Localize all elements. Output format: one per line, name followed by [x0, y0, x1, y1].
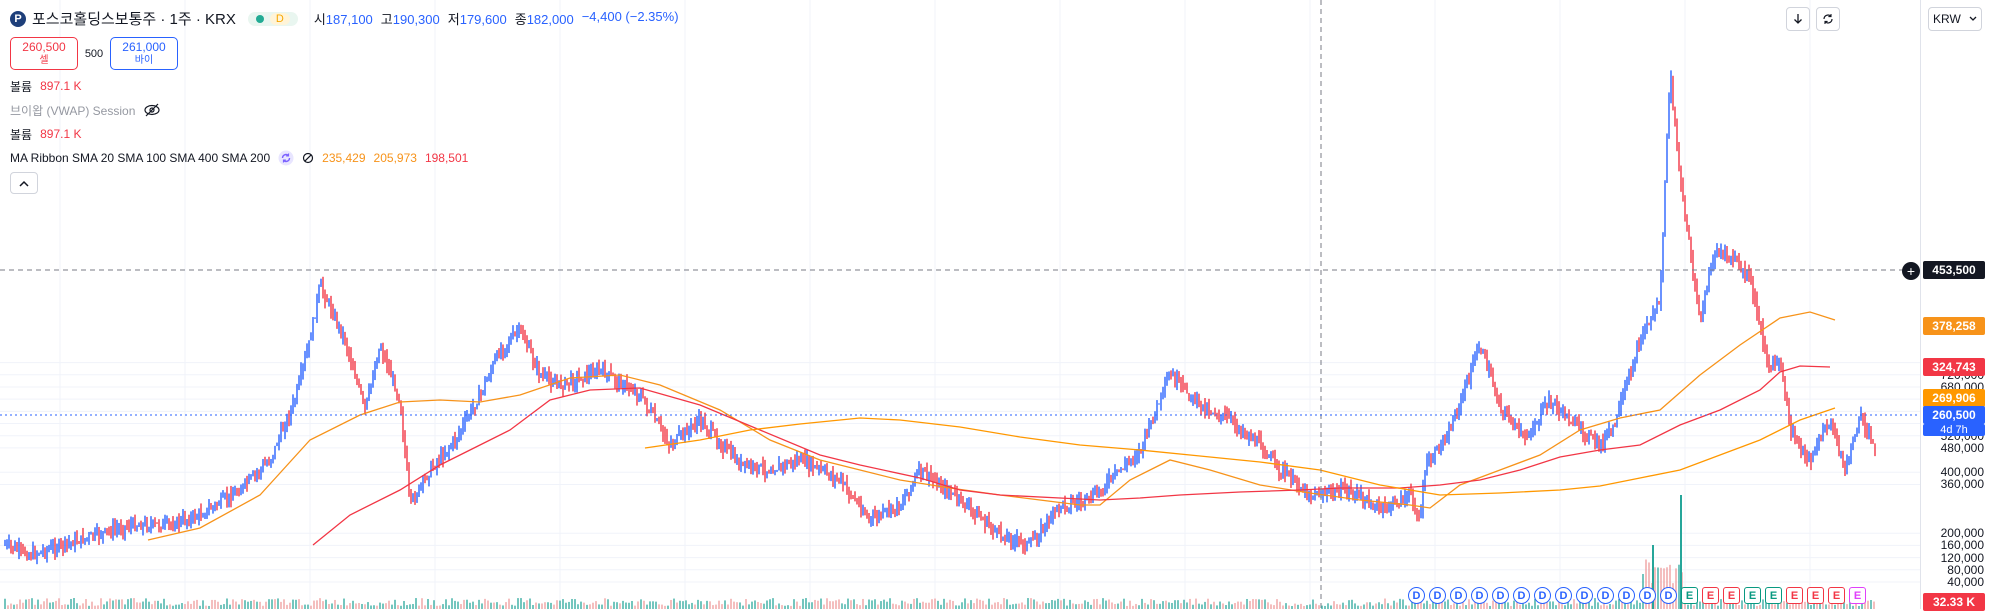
sell-price: 260,500: [22, 39, 66, 54]
price-tick: 80,000: [1947, 562, 1984, 577]
indicator-ma-ribbon[interactable]: MA Ribbon SMA 20 SMA 100 SMA 400 SMA 200…: [10, 150, 679, 166]
price-tag: 378,258: [1923, 317, 1985, 335]
dividend-marker[interactable]: D: [1534, 587, 1551, 604]
low-value: 179,600: [459, 12, 507, 27]
sell-button[interactable]: 260,500 셀: [10, 37, 78, 70]
symbol-row: P 포스코홀딩스보통주 · 1주 · KRX D 시187,100 고190,3…: [10, 8, 679, 29]
price-tick: 120,000: [1940, 550, 1984, 565]
symbol-logo[interactable]: P: [10, 10, 26, 27]
dividend-marker[interactable]: D: [1555, 587, 1572, 604]
price-tick: 480,000: [1940, 440, 1984, 455]
currency-label: KRW: [1933, 12, 1961, 26]
ma-label: MA Ribbon SMA 20 SMA 100 SMA 400 SMA 200: [10, 151, 271, 165]
symbol-title[interactable]: 포스코홀딩스보통주 · 1주 · KRX: [32, 11, 236, 28]
chevron-down-icon: [1969, 16, 1977, 21]
disabled-icon[interactable]: [302, 152, 314, 164]
ma-value-3: 198,501: [424, 151, 469, 165]
price-tag: 32.33 K: [1923, 593, 1985, 611]
interval-badge: D: [269, 12, 290, 25]
chart-pane[interactable]: P 포스코홀딩스보통주 · 1주 · KRX D 시187,100 고190,3…: [0, 0, 1920, 609]
hidden-eye-icon[interactable]: [143, 103, 161, 117]
dividend-marker[interactable]: D: [1660, 587, 1677, 604]
change-value: −4,400 (−2.35%): [581, 9, 679, 24]
earnings-marker[interactable]: E: [1765, 587, 1782, 604]
currency-select[interactable]: KRW: [1928, 7, 1982, 31]
chart-toolbar: [1786, 7, 1840, 31]
price-tag: 324,743: [1923, 358, 1985, 376]
refresh-icon[interactable]: [278, 150, 294, 166]
high-key: 고: [380, 12, 393, 27]
ma-value-1: 235,429: [322, 151, 366, 165]
earnings-marker[interactable]: E: [1849, 587, 1866, 604]
arrow-down-icon: [1794, 14, 1802, 24]
high-value: 190,300: [392, 12, 440, 27]
price-tag: 4d 7h: [1923, 424, 1985, 436]
dividend-marker[interactable]: D: [1618, 587, 1635, 604]
collapse-legend-button[interactable]: [10, 172, 38, 194]
price-tick: 360,000: [1940, 477, 1984, 492]
dividend-marker[interactable]: D: [1597, 587, 1614, 604]
dividend-marker[interactable]: D: [1639, 587, 1656, 604]
vwap-label: 브이왑 (VWAP) Session: [10, 103, 136, 118]
dividend-marker[interactable]: D: [1408, 587, 1425, 604]
chevron-up-icon: [19, 180, 29, 187]
volume-label: 볼륨: [10, 79, 33, 94]
low-key: 저: [447, 12, 460, 27]
ohlc-values: 시187,100 고190,300 저179,600 종182,000 −4,4…: [314, 9, 679, 28]
close-key: 종: [514, 12, 527, 27]
indicator-volume-2[interactable]: 볼륨 897.1 K: [10, 126, 679, 142]
reset-chart-button[interactable]: [1816, 7, 1840, 31]
earnings-marker[interactable]: E: [1723, 587, 1740, 604]
market-open-icon: [255, 14, 264, 23]
buy-button[interactable]: 261,000 바이: [110, 37, 178, 70]
trade-row: 260,500 셀 500 261,000 바이: [10, 37, 679, 70]
open-key: 시: [313, 12, 326, 27]
ma-value-2: 205,973: [373, 151, 417, 165]
earnings-marker[interactable]: E: [1702, 587, 1719, 604]
dividend-marker[interactable]: D: [1429, 587, 1446, 604]
dividend-marker[interactable]: D: [1492, 587, 1509, 604]
dividend-marker[interactable]: D: [1450, 587, 1467, 604]
price-tick: 400,000: [1940, 465, 1984, 480]
earnings-marker[interactable]: E: [1744, 587, 1761, 604]
earnings-marker[interactable]: E: [1828, 587, 1845, 604]
sma-20-line: [147, 311, 1836, 541]
price-tag: 269,906: [1923, 389, 1985, 407]
dividend-marker[interactable]: D: [1576, 587, 1593, 604]
buy-label: 바이: [134, 54, 154, 66]
volume-value: 897.1 K: [40, 79, 82, 93]
price-chart[interactable]: [0, 0, 1920, 609]
price-tick: 40,000: [1947, 575, 1984, 589]
open-value: 187,100: [325, 12, 373, 27]
scroll-down-button[interactable]: [1786, 7, 1810, 31]
market-status[interactable]: D: [247, 11, 298, 26]
spread-value: 500: [84, 47, 104, 60]
price-tag: 260,500: [1923, 406, 1985, 424]
dividend-marker[interactable]: D: [1471, 587, 1488, 604]
sma-100-line: [312, 365, 1831, 546]
sell-label: 셀: [39, 54, 49, 66]
price-tick: 160,000: [1940, 538, 1984, 553]
volume2-label: 볼륨: [10, 127, 33, 142]
earnings-marker[interactable]: E: [1681, 587, 1698, 604]
indicator-volume[interactable]: 볼륨 897.1 K: [10, 78, 679, 94]
volume2-value: 897.1 K: [40, 127, 82, 141]
reset-icon: [1823, 14, 1833, 24]
close-value: 182,000: [526, 12, 574, 27]
price-axis[interactable]: 760,000720,000680,000640,000600,000560,0…: [1920, 0, 1991, 611]
price-tag: 453,500: [1923, 261, 1985, 279]
earnings-marker[interactable]: E: [1807, 587, 1824, 604]
buy-price: 261,000: [122, 39, 166, 54]
sma-400-line: [644, 407, 1836, 496]
price-tick: 200,000: [1940, 526, 1984, 541]
indicator-vwap[interactable]: 브이왑 (VWAP) Session: [10, 102, 679, 118]
add-alert-icon[interactable]: +: [1902, 262, 1920, 280]
dividend-marker[interactable]: D: [1513, 587, 1530, 604]
earnings-marker[interactable]: E: [1786, 587, 1803, 604]
legend: P 포스코홀딩스보통주 · 1주 · KRX D 시187,100 고190,3…: [10, 8, 679, 194]
